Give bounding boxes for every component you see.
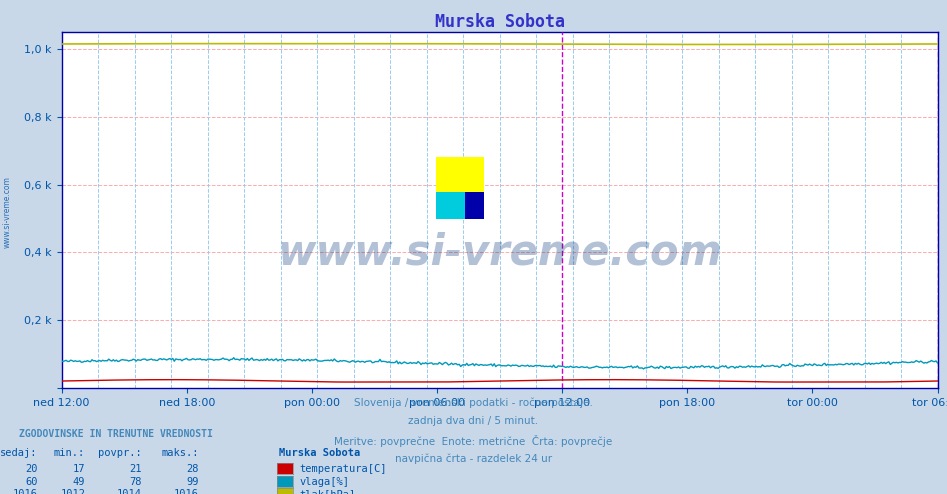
Text: Slovenija / vremenski podatki - ročne postaje.: Slovenija / vremenski podatki - ročne po… — [354, 398, 593, 408]
Text: 28: 28 — [187, 464, 199, 474]
Text: 21: 21 — [130, 464, 142, 474]
Text: www.si-vreme.com: www.si-vreme.com — [277, 232, 722, 274]
Text: maks.:: maks.: — [161, 448, 199, 458]
Text: temperatura[C]: temperatura[C] — [299, 464, 386, 474]
Text: 99: 99 — [187, 477, 199, 487]
Text: 20: 20 — [26, 464, 38, 474]
Text: 17: 17 — [73, 464, 85, 474]
FancyBboxPatch shape — [465, 192, 484, 219]
Text: 49: 49 — [73, 477, 85, 487]
Text: 1014: 1014 — [117, 489, 142, 494]
Text: 1016: 1016 — [174, 489, 199, 494]
Text: Meritve: povprečne  Enote: metrične  Črta: povprečje: Meritve: povprečne Enote: metrične Črta:… — [334, 435, 613, 447]
Text: tlak[hPa]: tlak[hPa] — [299, 489, 355, 494]
FancyBboxPatch shape — [436, 157, 484, 192]
Text: 60: 60 — [26, 477, 38, 487]
Text: vlaga[%]: vlaga[%] — [299, 477, 349, 487]
Text: povpr.:: povpr.: — [98, 448, 142, 458]
Text: sedaj:: sedaj: — [0, 448, 38, 458]
Text: 78: 78 — [130, 477, 142, 487]
Text: zadnja dva dni / 5 minut.: zadnja dva dni / 5 minut. — [408, 416, 539, 426]
Text: 1012: 1012 — [61, 489, 85, 494]
Text: min.:: min.: — [54, 448, 85, 458]
FancyBboxPatch shape — [436, 192, 465, 219]
Text: navpična črta - razdelek 24 ur: navpična črta - razdelek 24 ur — [395, 454, 552, 464]
Text: ZGODOVINSKE IN TRENUTNE VREDNOSTI: ZGODOVINSKE IN TRENUTNE VREDNOSTI — [19, 429, 213, 439]
Text: Murska Sobota: Murska Sobota — [279, 448, 361, 458]
Text: 1016: 1016 — [13, 489, 38, 494]
Text: www.si-vreme.com: www.si-vreme.com — [3, 176, 12, 248]
Title: Murska Sobota: Murska Sobota — [435, 12, 564, 31]
